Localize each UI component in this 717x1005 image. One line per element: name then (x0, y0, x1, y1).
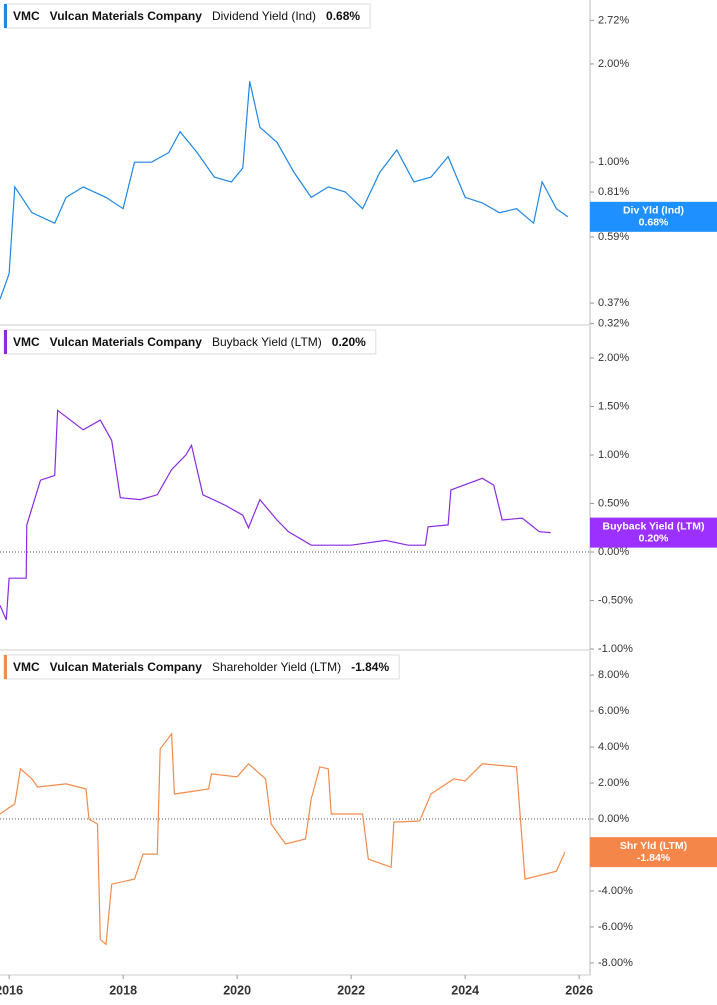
x-tick-label: 2024 (451, 983, 479, 997)
value-tag-value: 0.68% (639, 217, 669, 229)
legend-text: 0.20% (332, 335, 366, 349)
y-tick-label: 0.37% (598, 297, 629, 309)
legend-box (3, 3, 371, 29)
y-tick-label: -8.00% (598, 957, 633, 969)
y-tick-label: 0.00% (598, 546, 629, 558)
y-tick-label: -6.00% (598, 921, 633, 933)
legend-text: VMC (13, 335, 40, 349)
value-tag-value: -1.84% (637, 852, 671, 864)
y-tick-label: 0.50% (598, 497, 629, 509)
legend: VMC Vulcan Materials Company Dividend Yiel… (3, 3, 371, 29)
y-tick-label: 0.81% (598, 186, 629, 198)
value-tag-name: Div Yld (Ind) (623, 205, 684, 217)
legend: VMC Vulcan Materials Company Buyback Yield… (3, 329, 377, 355)
legend-text: Vulcan Materials Company (50, 660, 203, 674)
y-tick-label: 0.59% (598, 231, 629, 243)
legend-text: VMC (13, 9, 40, 23)
y-tick-label: 2.00% (598, 58, 629, 70)
y-tick-label: 1.00% (598, 449, 629, 461)
legend-text: Vulcan Materials Company (50, 335, 203, 349)
legend-swatch (4, 330, 7, 354)
y-tick-label: 1.50% (598, 400, 629, 412)
y-tick-label: 6.00% (598, 705, 629, 717)
y-tick-label: -0.50% (598, 594, 633, 606)
legend-text: -1.84% (351, 660, 389, 674)
x-tick-label: 2018 (109, 983, 137, 997)
x-tick-label: 2026 (565, 983, 593, 997)
y-tick-label: 2.72% (598, 14, 629, 26)
legend-box (3, 329, 377, 355)
value-tag-name: Buyback Yield (LTM) (603, 520, 705, 532)
legend-text: 0.68% (326, 9, 360, 23)
x-tick-label: 2016 (0, 983, 23, 997)
legend-text: Vulcan Materials Company (50, 9, 203, 23)
value-tag-name: Shr Yld (LTM) (620, 840, 687, 852)
value-tag (590, 517, 717, 548)
series-line (0, 81, 569, 300)
y-tick-label: 0.00% (598, 813, 629, 825)
y-tick-label: 8.00% (598, 669, 629, 681)
y-tick-label: 2.00% (598, 352, 629, 364)
y-tick-label: -1.00% (598, 643, 633, 655)
series-line (0, 732, 566, 946)
value-tag-value: 0.20% (639, 532, 669, 544)
y-tick-label: 0.32% (598, 318, 629, 330)
legend-text: Buyback Yield (LTM) (212, 335, 322, 349)
x-tick-label: 2022 (337, 983, 365, 997)
legend-swatch (4, 4, 7, 28)
y-tick-label: -4.00% (598, 885, 633, 897)
value-tag (590, 837, 717, 868)
x-tick-label: 2020 (223, 983, 251, 997)
legend-swatch (4, 655, 7, 679)
value-tag (590, 201, 717, 232)
legend-text: Dividend Yield (Ind) (212, 9, 316, 23)
series-line (0, 409, 551, 621)
y-tick-label: 4.00% (598, 741, 629, 753)
y-tick-label: 1.00% (598, 156, 629, 168)
legend-text: Shareholder Yield (LTM) (212, 660, 341, 674)
legend-text: VMC (13, 660, 40, 674)
legend: VMC Vulcan Materials Company Shareholder Y… (3, 654, 400, 680)
y-tick-label: 2.00% (598, 777, 629, 789)
